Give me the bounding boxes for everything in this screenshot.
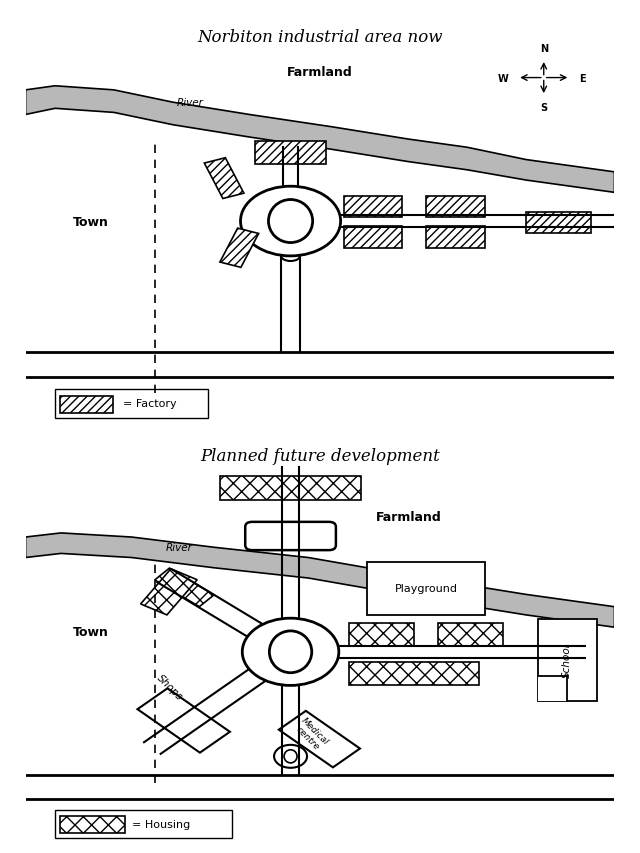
Bar — [60, 816, 125, 833]
Polygon shape — [26, 533, 614, 628]
Circle shape — [241, 187, 340, 257]
Text: Farmland: Farmland — [287, 66, 353, 78]
Text: School: School — [563, 643, 572, 677]
FancyBboxPatch shape — [538, 676, 567, 701]
Bar — [220, 476, 361, 501]
FancyBboxPatch shape — [55, 809, 232, 838]
Bar — [255, 142, 326, 165]
FancyBboxPatch shape — [245, 522, 336, 550]
Bar — [220, 229, 259, 268]
Bar — [204, 159, 244, 200]
Bar — [349, 662, 479, 685]
Bar — [344, 196, 403, 218]
Ellipse shape — [284, 750, 297, 763]
Text: = Housing: = Housing — [132, 819, 190, 829]
Text: Town: Town — [72, 625, 108, 638]
Bar — [526, 212, 591, 234]
Bar — [344, 227, 403, 248]
Bar — [349, 624, 414, 646]
Bar — [426, 196, 485, 218]
FancyBboxPatch shape — [367, 562, 485, 615]
Text: E: E — [579, 73, 586, 84]
Circle shape — [243, 618, 339, 686]
Bar — [279, 711, 360, 768]
Text: Farmland: Farmland — [376, 510, 441, 524]
Text: Shops: Shops — [155, 672, 184, 701]
Bar — [438, 624, 502, 646]
Bar — [138, 688, 230, 753]
Polygon shape — [26, 87, 614, 193]
Text: River: River — [177, 98, 204, 108]
Text: Playground: Playground — [394, 583, 458, 594]
Text: Norbiton industrial area now: Norbiton industrial area now — [197, 29, 443, 46]
Text: W: W — [498, 73, 508, 84]
Text: S: S — [540, 103, 547, 113]
Text: Medical
centre: Medical centre — [292, 715, 330, 753]
Text: Planned future development: Planned future development — [200, 447, 440, 464]
Text: = Factory: = Factory — [123, 399, 177, 409]
Ellipse shape — [269, 200, 313, 243]
Bar — [60, 396, 113, 414]
FancyBboxPatch shape — [55, 390, 208, 418]
Text: Town: Town — [72, 215, 108, 229]
Bar — [426, 227, 485, 248]
Bar — [155, 568, 214, 607]
FancyBboxPatch shape — [538, 619, 596, 701]
Bar — [141, 569, 197, 615]
Text: River: River — [165, 543, 192, 553]
Circle shape — [274, 745, 307, 768]
Text: N: N — [540, 44, 548, 54]
Ellipse shape — [269, 631, 312, 673]
